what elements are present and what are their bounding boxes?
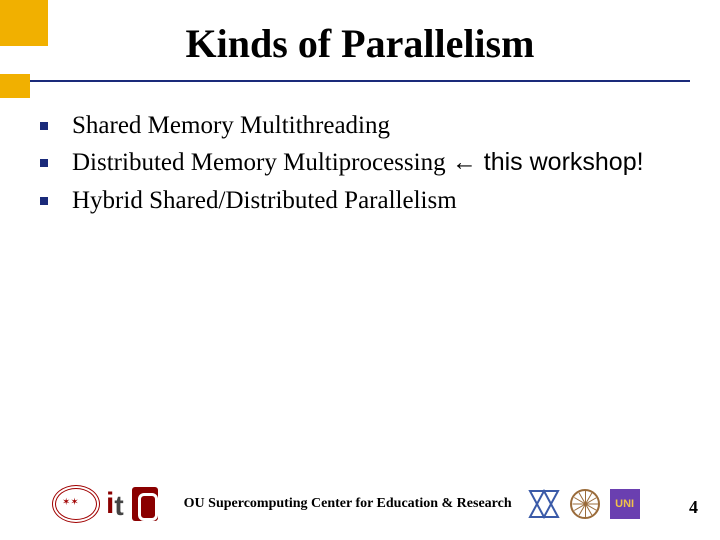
logo-triangle-icon <box>528 489 560 519</box>
page-number: 4 <box>689 497 698 518</box>
logo-ou-icon <box>132 487 158 521</box>
logo-oval-icon: ✶✶ <box>52 485 100 523</box>
title-accent-top <box>0 74 30 86</box>
bullet-marker <box>40 197 48 205</box>
logo-it-icon: it <box>106 487 124 521</box>
bullet-suffix: ← this workshop! <box>452 148 644 176</box>
logo-uni-icon: UNI <box>610 489 640 519</box>
bullet-item: Shared Memory Multithreading <box>40 110 700 141</box>
bullet-marker <box>40 122 48 130</box>
bullet-item: Hybrid Shared/Distributed Parallelism <box>40 185 700 216</box>
bullet-main: Hybrid Shared/Distributed Parallelism <box>72 187 457 214</box>
title-area: Kinds of Parallelism <box>0 0 720 67</box>
bullet-text: Hybrid Shared/Distributed Parallelism <box>72 185 457 216</box>
bullet-text: Distributed Memory Multiprocessing ← thi… <box>72 147 644 178</box>
bullet-item: Distributed Memory Multiprocessing ← thi… <box>40 147 700 178</box>
content-area: Shared Memory Multithreading Distributed… <box>40 110 700 222</box>
slide-title: Kinds of Parallelism <box>0 0 720 67</box>
bullet-marker <box>40 159 48 167</box>
footer-text: OU Supercomputing Center for Education &… <box>184 496 512 512</box>
title-accent-bottom <box>0 86 30 98</box>
bullet-main: Shared Memory Multithreading <box>72 112 390 139</box>
title-rule <box>30 80 690 82</box>
bullet-main: Distributed Memory Multiprocessing <box>72 149 452 176</box>
logo-uni-label: UNI <box>615 498 634 510</box>
bullet-text: Shared Memory Multithreading <box>72 110 390 141</box>
logo-wheel-icon <box>570 489 600 519</box>
footer: ✶✶ it OU Supercomputing Center for Educa… <box>0 482 720 526</box>
